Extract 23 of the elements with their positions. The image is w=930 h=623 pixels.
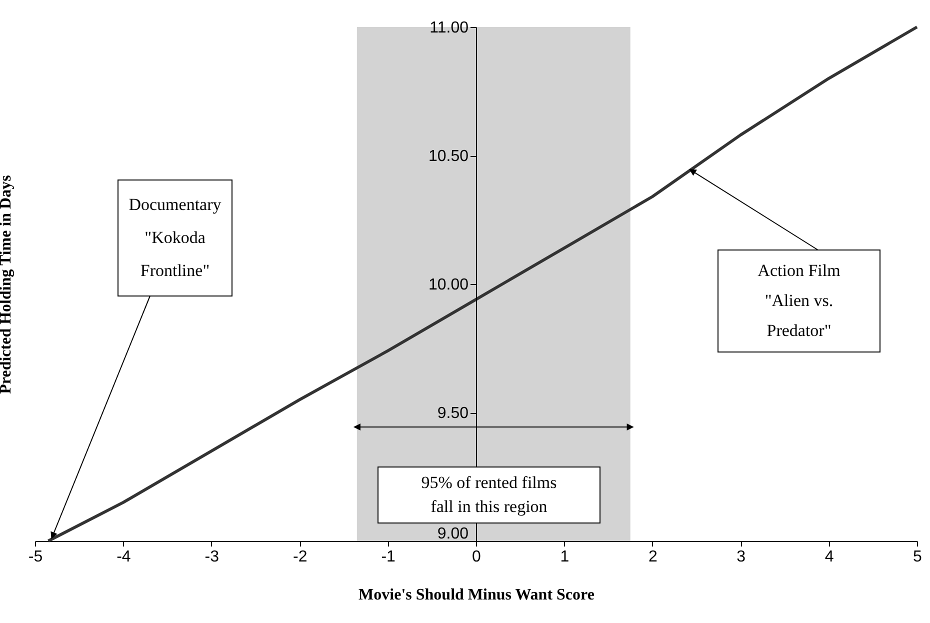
y-tick-label: 9.50 xyxy=(437,405,469,422)
annotation: 95% of rented films fall in this region xyxy=(421,473,557,516)
callout-box: 95% of rented films fall in this region xyxy=(378,466,600,524)
x-tick-label: -2 xyxy=(292,548,308,566)
x-tick-label: 1 xyxy=(560,548,570,566)
x-tick-label: -5 xyxy=(28,548,43,566)
annotation: Action Film "Alien vs. Predator" xyxy=(758,261,840,340)
x-tick-label: 4 xyxy=(824,548,834,566)
callout-box: Action Film "Alien vs. Predator" xyxy=(718,250,880,352)
x-tick-label: 2 xyxy=(648,548,658,566)
callout-box: Documentary "Kokoda Frontline" xyxy=(118,180,232,296)
x-tick-label: -1 xyxy=(381,548,396,566)
annotation: Documentary "Kokoda Frontline" xyxy=(128,195,222,280)
x-tick-label: 3 xyxy=(736,548,746,566)
x-tick-label: -3 xyxy=(204,548,220,566)
x-tick-label: -4 xyxy=(116,548,131,566)
y-tick-label: 10.50 xyxy=(428,148,469,165)
y-tick-label: 11.00 xyxy=(430,20,469,36)
y-tick-label: 10.00 xyxy=(428,276,469,294)
x-tick-label: 0 xyxy=(472,548,482,566)
y-tick-label: 9.00 xyxy=(437,526,469,542)
x-tick-label: 5 xyxy=(913,548,922,566)
x-axis-title: Movie's Should Minus Want Score xyxy=(358,586,594,604)
